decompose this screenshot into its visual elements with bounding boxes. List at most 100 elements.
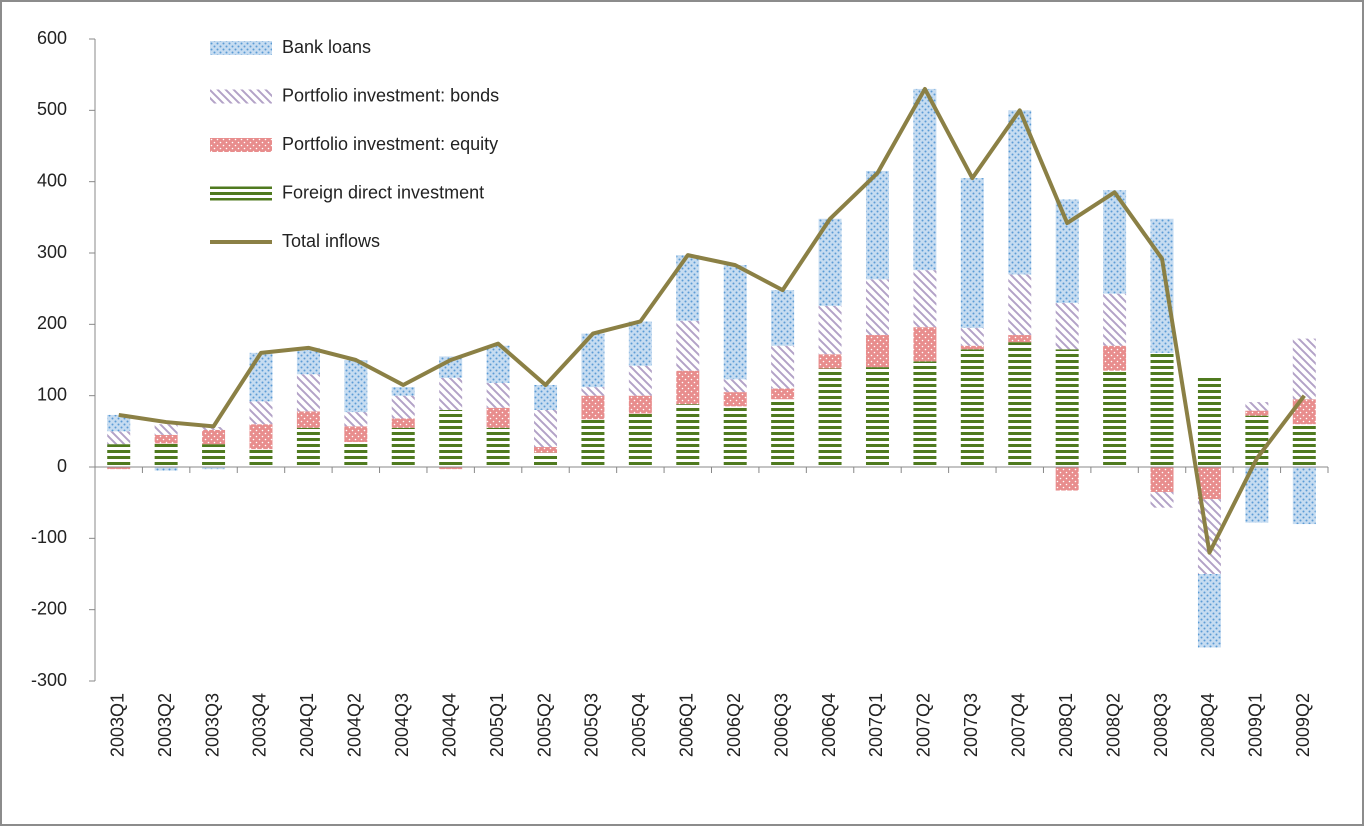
x-tick-label: 2006Q2 — [724, 693, 744, 757]
bar-segment — [296, 347, 320, 375]
bar-segment — [676, 320, 700, 371]
bar-segment — [1055, 302, 1079, 350]
bar-segment — [439, 409, 463, 467]
bar-segment — [486, 382, 510, 408]
bar-segment — [913, 361, 937, 467]
bar-segment — [771, 399, 795, 467]
bar-segment — [154, 443, 178, 467]
x-tick-label: 2007Q1 — [866, 693, 886, 757]
bar-segment — [249, 401, 273, 425]
x-tick-label: 2007Q2 — [914, 693, 934, 757]
bar-segment — [344, 442, 368, 467]
bar-segment — [249, 352, 273, 402]
bar-segment — [107, 467, 131, 470]
bar-segment — [960, 349, 984, 467]
bar-segment — [628, 395, 652, 414]
bar-segment — [391, 387, 415, 396]
bar-segment — [1103, 190, 1127, 294]
bar-segment — [1008, 342, 1032, 467]
bar-segment — [1150, 352, 1174, 467]
bar-segment — [154, 467, 178, 471]
bar-segment — [581, 419, 605, 467]
bar-segment — [676, 255, 700, 321]
bar-segment — [1292, 338, 1316, 400]
bar-segment — [1150, 218, 1174, 353]
bar-segment — [534, 452, 558, 467]
bar-segment — [344, 360, 368, 413]
bar-segment — [1103, 293, 1127, 346]
bar-segment — [1245, 415, 1269, 467]
legend-swatch — [210, 89, 272, 104]
bar-segment — [1292, 424, 1316, 467]
bar-segment — [723, 265, 747, 380]
y-tick-label: 300 — [37, 242, 67, 262]
x-tick-label: 2005Q4 — [629, 693, 649, 757]
bar-segment — [913, 327, 937, 362]
legend-swatch — [210, 186, 272, 201]
bar-segment — [1245, 467, 1269, 523]
bar-segment — [581, 395, 605, 420]
y-tick-label: 600 — [37, 28, 67, 48]
bar-segment — [1197, 574, 1221, 648]
bar-segment — [534, 447, 558, 453]
bar-segment — [439, 467, 463, 470]
bar-segment — [676, 404, 700, 467]
y-tick-label: 500 — [37, 99, 67, 119]
legend-label: Bank loans — [282, 37, 371, 57]
x-tick-label: 2007Q3 — [961, 693, 981, 757]
legend-label: Foreign direct investment — [282, 182, 484, 202]
bar-segment — [202, 444, 226, 467]
bar-segment — [1150, 491, 1174, 508]
bar-segment — [960, 178, 984, 328]
bar-segment — [107, 444, 131, 467]
bar-segment — [296, 427, 320, 467]
y-tick-label: 0 — [57, 456, 67, 476]
bar-segment — [818, 368, 842, 467]
x-tick-label: 2008Q1 — [1056, 693, 1076, 757]
y-tick-label: -100 — [31, 527, 67, 547]
bar-segment — [723, 406, 747, 467]
bar-segment — [1245, 402, 1269, 411]
x-tick-label: 2003Q3 — [202, 693, 222, 757]
bar-segment — [628, 365, 652, 396]
legend-swatch — [210, 41, 272, 55]
bar-segment — [865, 279, 889, 336]
x-tick-label: 2004Q4 — [439, 693, 459, 757]
x-tick-label: 2004Q2 — [345, 693, 365, 757]
bar-segment — [1103, 345, 1127, 371]
bar-segment — [818, 218, 842, 306]
bar-segment — [913, 270, 937, 328]
legend-label: Portfolio investment: equity — [282, 134, 498, 154]
bar-segment — [818, 354, 842, 369]
bar-segment — [771, 345, 795, 389]
bar-segment — [581, 333, 605, 388]
bar-segment — [818, 305, 842, 355]
bar-segment — [1197, 467, 1221, 500]
bar-segment — [344, 412, 368, 427]
bar-segment — [865, 335, 889, 368]
x-tick-label: 2008Q2 — [1103, 693, 1123, 757]
bar-segment — [391, 418, 415, 428]
bar-segment — [107, 414, 131, 432]
bar-segment — [1292, 467, 1316, 525]
bar-segment — [486, 427, 510, 467]
bar-segment — [676, 370, 700, 405]
x-tick-label: 2008Q4 — [1198, 693, 1218, 757]
x-tick-label: 2003Q4 — [250, 693, 270, 757]
bar-segment — [1055, 349, 1079, 467]
bar-segment — [202, 429, 226, 445]
bar-segment — [391, 427, 415, 467]
bar-segment — [865, 367, 889, 467]
x-tick-label: 2003Q2 — [155, 693, 175, 757]
y-tick-label: 200 — [37, 313, 67, 333]
legend-label: Portfolio investment: bonds — [282, 85, 499, 105]
bar-segment — [534, 409, 558, 448]
x-tick-label: 2006Q4 — [819, 693, 839, 757]
x-tick-label: 2006Q3 — [771, 693, 791, 757]
bar-segment — [771, 290, 795, 346]
bar-segment — [913, 88, 937, 271]
bar-segment — [296, 411, 320, 428]
x-tick-label: 2004Q1 — [297, 693, 317, 757]
bar-segment — [1055, 199, 1079, 303]
